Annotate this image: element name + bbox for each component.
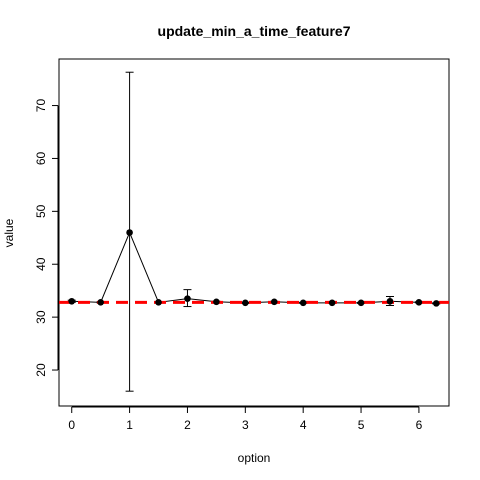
- data-point: [415, 299, 423, 306]
- data-point: [213, 298, 220, 306]
- data-point: [126, 229, 133, 236]
- x-tick-label: 0: [68, 418, 75, 432]
- data-point: [432, 300, 440, 307]
- data-point: [357, 299, 365, 307]
- data-point: [184, 295, 191, 302]
- chart-marks: 0 1 2 3 4 5 6 20 30 40 50 60 70: [34, 71, 449, 432]
- x-tick-label: 5: [358, 418, 365, 432]
- data-point: [97, 299, 104, 306]
- x-tick-label: 6: [416, 418, 423, 432]
- y-tick-label: 50: [34, 204, 48, 218]
- data-point: [270, 298, 278, 306]
- y-tick-label: 60: [34, 151, 48, 165]
- y-axis-label: value: [2, 218, 16, 247]
- y-tick-label: 40: [34, 257, 48, 271]
- x-tick-label: 1: [126, 418, 133, 432]
- data-point: [155, 299, 162, 306]
- data-point: [328, 299, 336, 307]
- x-tick-label: 2: [184, 418, 191, 432]
- data-point: [386, 297, 394, 305]
- x-tick-label: 3: [242, 418, 249, 432]
- x-axis-label: option: [238, 451, 271, 465]
- data-point: [242, 299, 249, 307]
- data-point: [299, 299, 307, 307]
- y-tick-label: 70: [34, 99, 48, 113]
- chart-title: update_min_a_time_feature7: [158, 23, 351, 39]
- y-tick-label: 30: [34, 310, 48, 324]
- y-tick-label: 20: [34, 363, 48, 377]
- x-tick-label: 4: [300, 418, 307, 432]
- plot-frame: [58, 58, 450, 407]
- data-point: [68, 297, 76, 305]
